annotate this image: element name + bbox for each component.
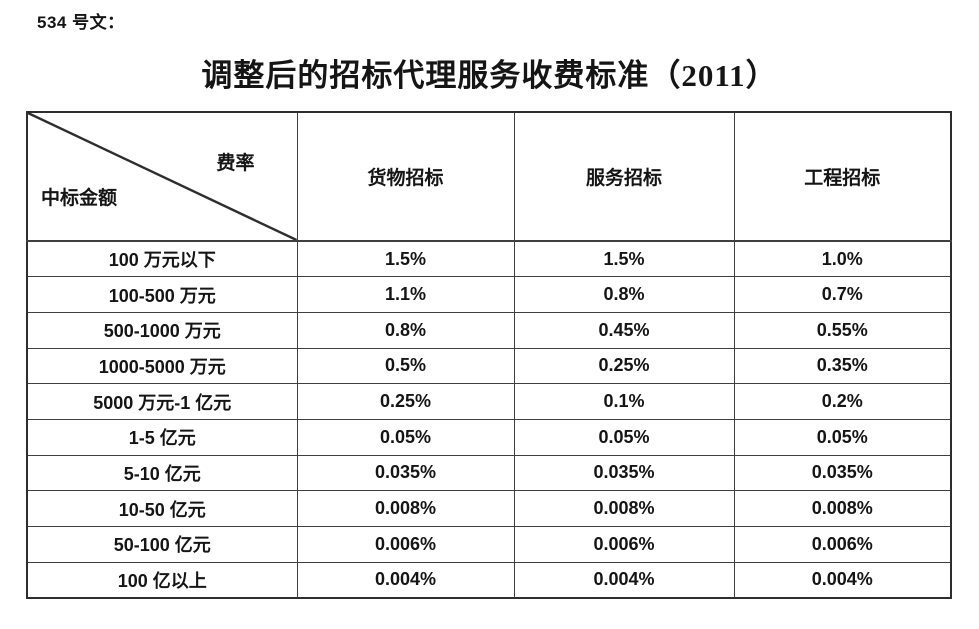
row-label-amount-range: 10-50 亿元 <box>26 490 298 527</box>
fee-value-cell: 0.5% <box>296 347 515 385</box>
fee-value-cell: 0.05% <box>733 418 952 456</box>
fee-value-cell: 0.035% <box>513 454 735 492</box>
fee-value-cell: 0.25% <box>513 347 735 385</box>
fee-value-cell: 0.008% <box>296 490 515 527</box>
row-label-amount-range: 100-500 万元 <box>26 276 298 313</box>
fee-value-cell: 1.5% <box>296 240 515 278</box>
row-label-amount-range: 1000-5000 万元 <box>26 347 298 385</box>
fee-value-cell: 0.2% <box>733 383 952 420</box>
table-row: 5-10 亿元 0.035% 0.035% 0.035% <box>26 454 952 492</box>
page-title: 调整后的招标代理服务收费标准（2011） <box>201 58 778 93</box>
fee-value-cell: 0.25% <box>296 383 515 420</box>
fee-value-cell: 0.7% <box>733 276 952 313</box>
fee-value-cell: 1.1% <box>296 276 515 313</box>
row-label-amount-range: 100 亿以上 <box>26 561 298 599</box>
fee-value-cell: 0.006% <box>513 526 735 563</box>
fee-value-cell: 1.5% <box>513 240 735 278</box>
row-label-amount-range: 50-100 亿元 <box>26 526 298 563</box>
fee-value-cell: 0.05% <box>513 418 735 456</box>
table-header-row: 费率 中标金额 货物招标 服务招标 工程招标 <box>26 111 952 242</box>
fee-value-cell: 0.008% <box>733 490 952 527</box>
column-header-service-bidding: 服务招标 <box>513 111 735 242</box>
fee-value-cell: 0.035% <box>296 454 515 492</box>
fee-value-cell: 0.004% <box>513 561 735 599</box>
document-number-label: 534 号文： <box>37 13 125 32</box>
fee-value-cell: 0.004% <box>296 561 515 599</box>
fee-value-cell: 0.55% <box>733 311 952 349</box>
table-row: 1000-5000 万元 0.5% 0.25% 0.35% <box>26 347 952 385</box>
fee-value-cell: 0.004% <box>733 561 952 599</box>
row-label-amount-range: 5000 万元-1 亿元 <box>26 383 298 420</box>
row-label-amount-range: 5-10 亿元 <box>26 454 298 492</box>
table-row: 10-50 亿元 0.008% 0.008% 0.008% <box>26 490 952 527</box>
fee-value-cell: 0.006% <box>733 526 952 563</box>
table-row: 500-1000 万元 0.8% 0.45% 0.55% <box>26 311 952 349</box>
diagonal-header-cell: 费率 中标金额 <box>26 111 298 242</box>
column-header-engineering-bidding: 工程招标 <box>733 111 952 242</box>
fee-value-cell: 0.008% <box>513 490 735 527</box>
corner-label-bid-amount: 中标金额 <box>41 188 118 209</box>
table-row: 100 亿以上 0.004% 0.004% 0.004% <box>26 561 952 599</box>
fee-value-cell: 0.1% <box>513 383 735 420</box>
fee-value-cell: 0.35% <box>733 347 952 385</box>
table-row: 5000 万元-1 亿元 0.25% 0.1% 0.2% <box>26 383 952 420</box>
row-label-amount-range: 100 万元以下 <box>26 240 298 278</box>
fee-standard-table: 费率 中标金额 货物招标 服务招标 工程招标 100 万元以下 1.5% 1.5… <box>26 111 952 599</box>
fee-value-cell: 0.05% <box>296 418 515 456</box>
row-label-amount-range: 1-5 亿元 <box>26 418 298 456</box>
fee-value-cell: 0.035% <box>733 454 952 492</box>
row-label-amount-range: 500-1000 万元 <box>26 311 298 349</box>
fee-value-cell: 0.006% <box>296 526 515 563</box>
fee-value-cell: 0.8% <box>296 311 515 349</box>
fee-value-cell: 0.8% <box>513 276 735 313</box>
table-row: 50-100 亿元 0.006% 0.006% 0.006% <box>26 526 952 563</box>
table-row: 100 万元以下 1.5% 1.5% 1.0% <box>26 240 952 278</box>
column-header-goods-bidding: 货物招标 <box>296 111 515 242</box>
fee-value-cell: 0.45% <box>513 311 735 349</box>
fee-value-cell: 1.0% <box>733 240 952 278</box>
corner-label-rate: 费率 <box>216 153 255 174</box>
diagonal-divider-line <box>28 113 296 239</box>
table-row: 1-5 亿元 0.05% 0.05% 0.05% <box>26 418 952 456</box>
table-row: 100-500 万元 1.1% 0.8% 0.7% <box>26 276 952 313</box>
